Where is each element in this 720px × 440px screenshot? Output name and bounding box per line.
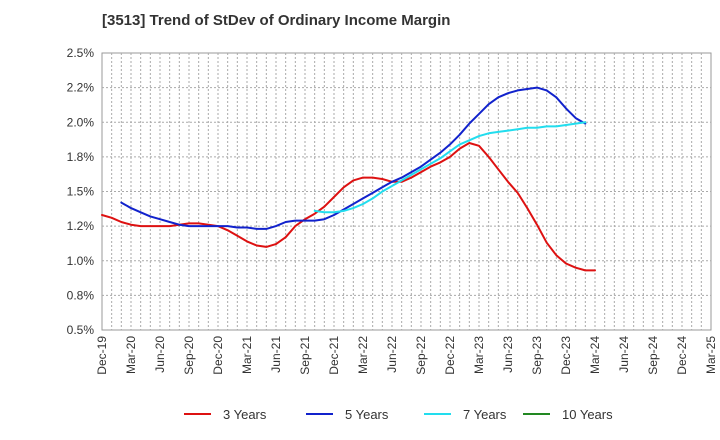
- x-tick-label: Mar-23: [472, 336, 486, 374]
- x-tick-label: Mar-25: [704, 336, 718, 374]
- x-tick-label: Sep-23: [530, 336, 544, 375]
- legend-label: 5 Years: [345, 407, 389, 422]
- y-tick-label: 1.2%: [67, 219, 95, 233]
- x-tick-label: Sep-20: [182, 336, 196, 375]
- x-tick-label: Jun-21: [269, 336, 283, 373]
- series-lines: [101, 86, 596, 272]
- x-tick-label: Dec-20: [211, 336, 225, 375]
- y-tick-label: 0.8%: [67, 288, 95, 302]
- legend-label: 7 Years: [463, 407, 507, 422]
- x-tick-label: Dec-22: [443, 336, 457, 375]
- y-tick-label: 1.0%: [67, 254, 95, 268]
- series-line-5-years: [120, 86, 587, 230]
- y-tick-label: 2.5%: [67, 46, 95, 60]
- x-tick-label: Sep-24: [646, 336, 660, 375]
- x-tick-label: Mar-21: [240, 336, 254, 374]
- x-tick-label: Dec-19: [95, 336, 109, 375]
- y-tick-label: 1.8%: [67, 150, 95, 164]
- y-tick-label: 1.5%: [67, 185, 95, 199]
- y-tick-label: 2.0%: [67, 115, 95, 129]
- legend-label: 3 Years: [223, 407, 267, 422]
- legend: 3 Years 5 Years 7 Years 10 Years: [184, 407, 613, 422]
- x-tick-label: Mar-20: [124, 336, 138, 374]
- series-line-3-years: [101, 142, 596, 272]
- x-tick-label: Dec-24: [675, 336, 689, 375]
- x-tick-label: Dec-21: [327, 336, 341, 375]
- x-tick-label: Sep-21: [298, 336, 312, 375]
- x-tick-label: Jun-22: [385, 336, 399, 373]
- series-line-7-years: [313, 121, 587, 214]
- x-tick-label: Jun-24: [617, 336, 631, 373]
- x-tick-label: Sep-22: [414, 336, 428, 375]
- y-tick-label: 0.5%: [67, 323, 95, 337]
- x-tick-label: Mar-22: [356, 336, 370, 374]
- x-axis: Dec-19 Mar-20 Jun-20 Sep-20 Dec-20 Mar-21 Jun-…: [95, 336, 718, 375]
- legend-label: 10 Years: [562, 407, 613, 422]
- y-axis: 0.5% 0.8% 1.0% 1.2% 1.5% 1.8% 2.0% 2.2% 2.5%: [67, 46, 95, 337]
- grid-lines: [102, 53, 711, 330]
- x-tick-label: Jun-23: [501, 336, 515, 373]
- x-tick-label: Jun-20: [153, 336, 167, 373]
- x-tick-label: Dec-23: [559, 336, 573, 375]
- y-tick-label: 2.2%: [67, 81, 95, 95]
- x-tick-label: Mar-24: [588, 336, 602, 374]
- chart-title: [3513] Trend of StDev of Ordinary Income…: [102, 12, 451, 29]
